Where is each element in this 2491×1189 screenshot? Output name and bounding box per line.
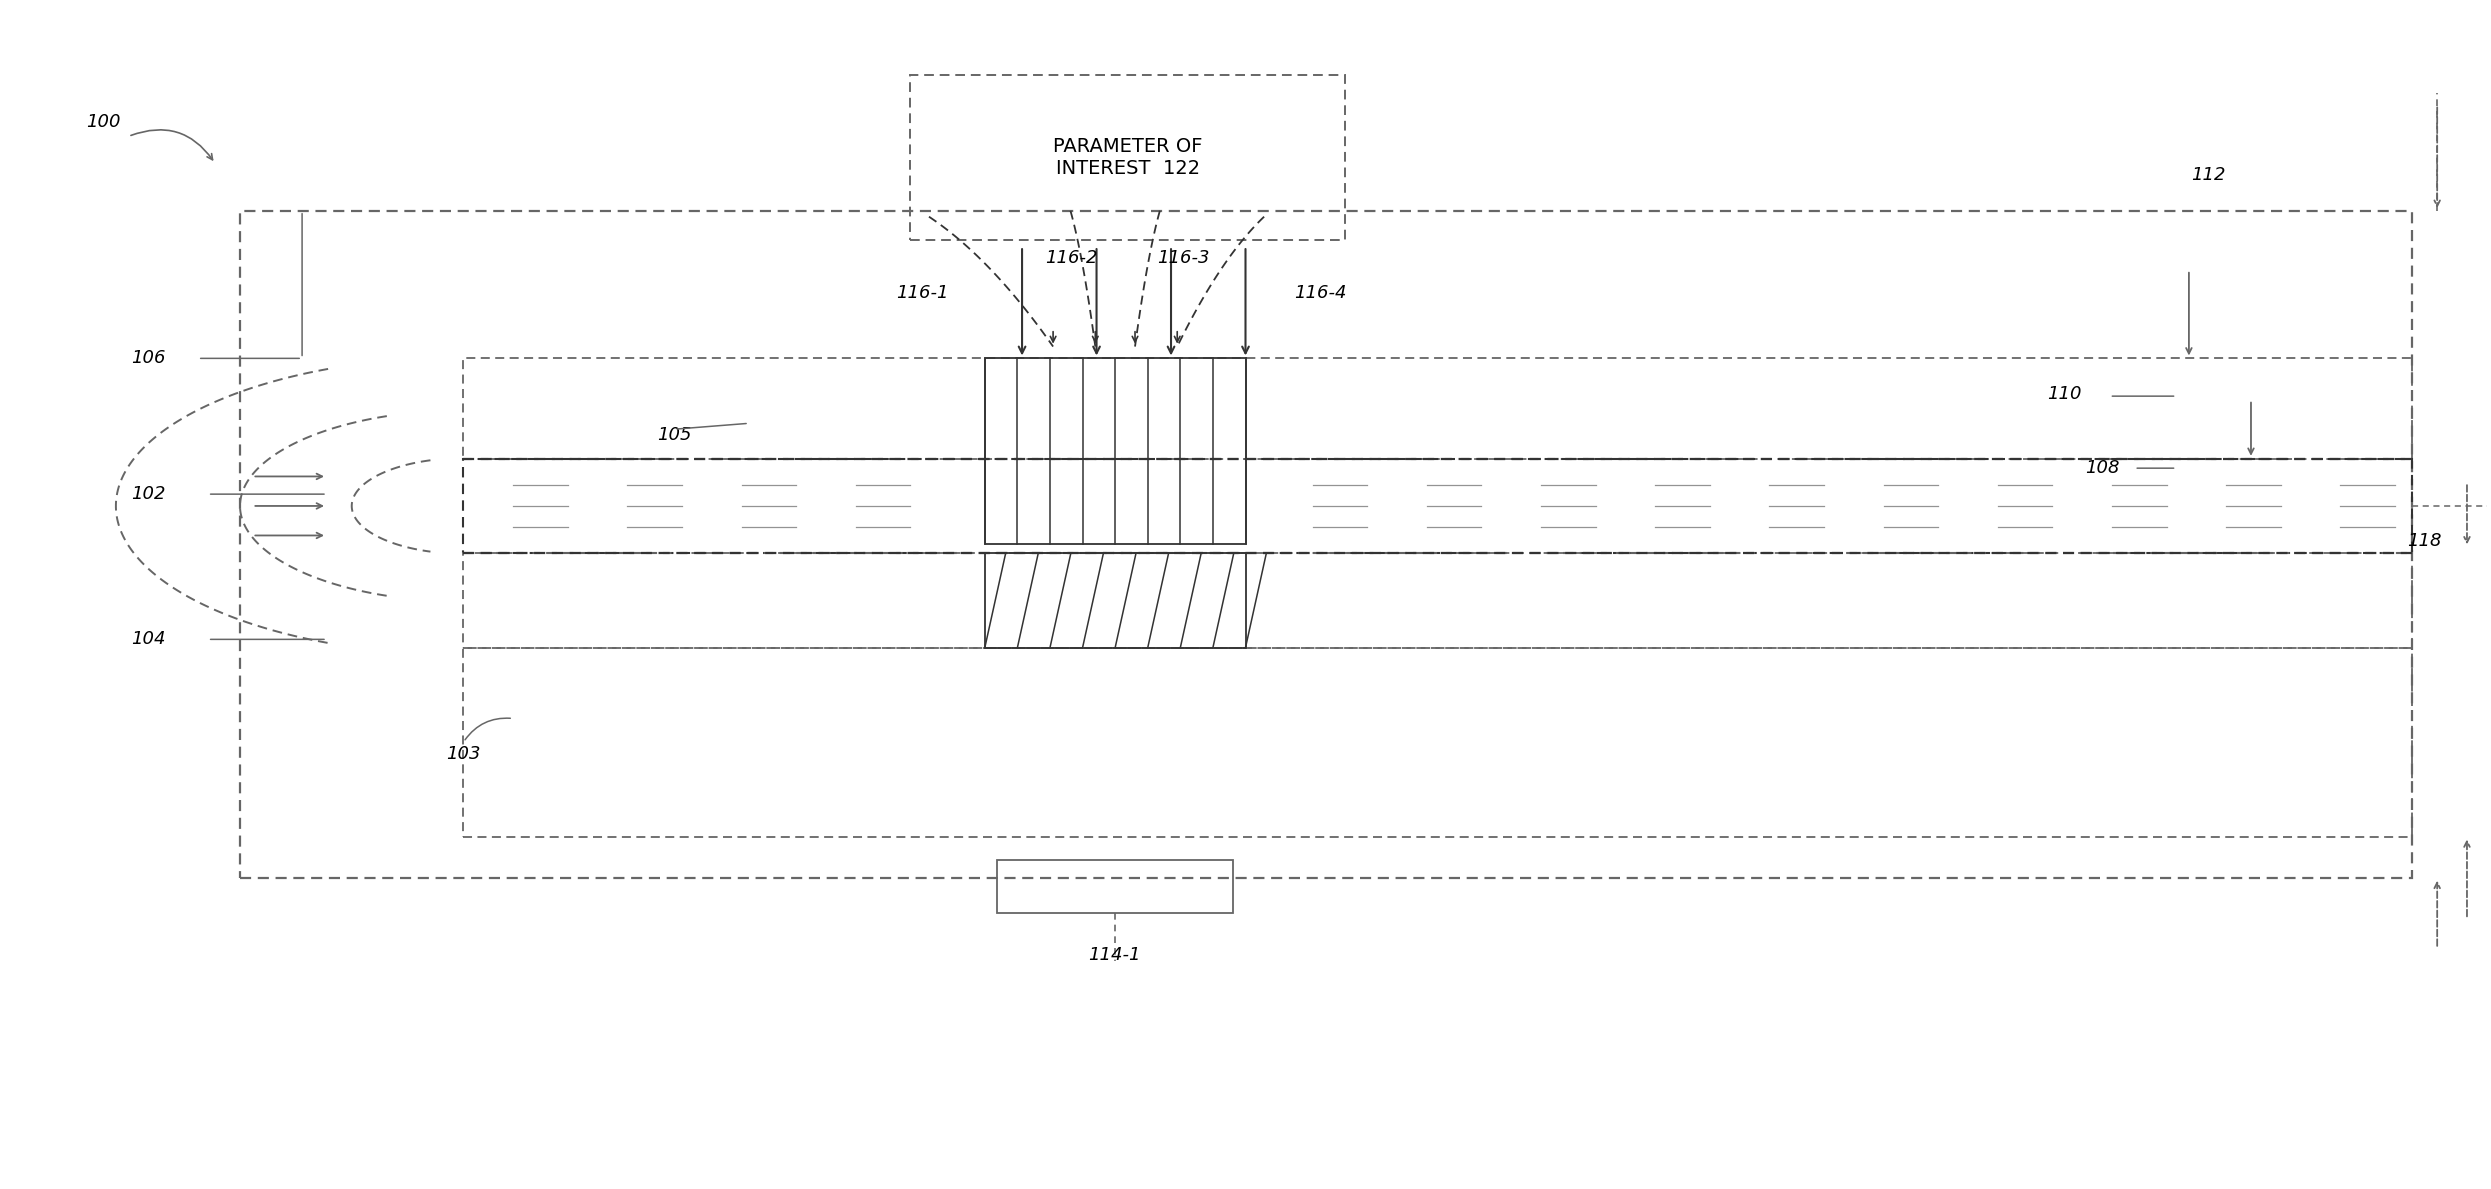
Text: PARAMETER OF
INTEREST  122: PARAMETER OF INTEREST 122: [1054, 137, 1203, 178]
Text: 116-2: 116-2: [1046, 249, 1099, 268]
Text: 102: 102: [132, 485, 164, 503]
Text: 104: 104: [132, 630, 164, 648]
Text: 114-1: 114-1: [1089, 945, 1141, 963]
Text: 105: 105: [658, 426, 692, 445]
Text: 118: 118: [2406, 533, 2441, 551]
Text: 116-4: 116-4: [1293, 284, 1345, 302]
Text: 116-1: 116-1: [897, 284, 949, 302]
Text: 106: 106: [132, 350, 164, 367]
Text: 103: 103: [446, 744, 481, 763]
Text: 116-3: 116-3: [1158, 249, 1211, 268]
Text: 108: 108: [2085, 459, 2120, 477]
Text: 100: 100: [87, 113, 120, 131]
Text: 112: 112: [2192, 166, 2227, 184]
Text: 110: 110: [2048, 385, 2082, 403]
